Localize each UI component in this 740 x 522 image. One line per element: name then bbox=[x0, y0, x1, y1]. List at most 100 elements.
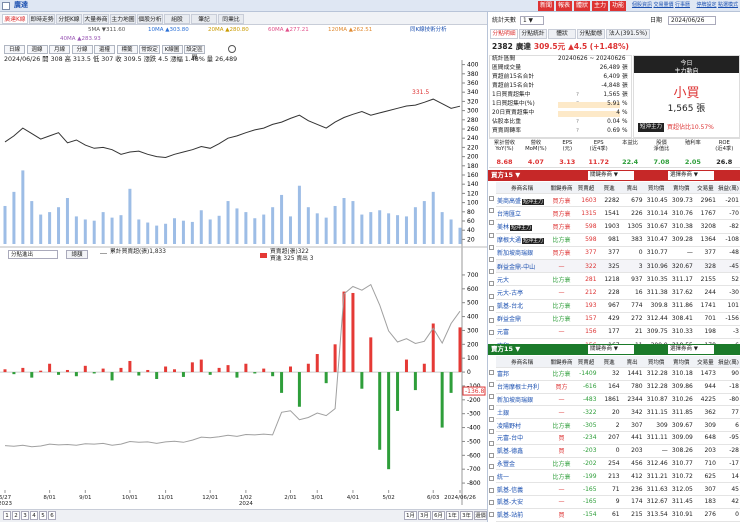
left-tab[interactable]: 筆記 bbox=[191, 14, 217, 24]
left-tab[interactable]: 分鉅K線 bbox=[56, 14, 82, 24]
broker-name-text[interactable]: 凌陽野村 bbox=[497, 422, 522, 430]
page-button[interactable]: 5 bbox=[39, 511, 47, 520]
panel-tab[interactable]: 法人(391.5%) bbox=[606, 29, 650, 39]
column-header[interactable]: 關鍵券商 bbox=[548, 356, 575, 368]
top-tab[interactable]: 功能 bbox=[610, 1, 626, 11]
top-link[interactable]: 行事曆 bbox=[675, 2, 691, 8]
row-checkbox[interactable] bbox=[489, 417, 494, 423]
panel-tab[interactable]: 分點統計 bbox=[519, 29, 547, 39]
key-select[interactable]: 關鍵券商 ▼ bbox=[588, 345, 634, 354]
mode-button[interactable]: 總額 bbox=[66, 250, 88, 259]
broker-row[interactable]: 美林 短沖主力 買方衰 598 1903 1305 310.67 310.38 3208 -82 bbox=[496, 219, 740, 234]
broker-row[interactable]: 台灣匯立 買方衰 1315 1541 226 310.14 310.76 1767 -70 bbox=[496, 206, 740, 221]
column-header[interactable]: 券商名稱 bbox=[496, 356, 549, 368]
broker-name-text[interactable]: 台灣匯立 bbox=[497, 210, 522, 218]
broker-row[interactable]: 元富 —156 177 21 309.75 310.33 198 -3 bbox=[496, 325, 740, 340]
note-link[interactable]: 同K線技術分析 bbox=[410, 27, 447, 33]
broker-name-text[interactable]: 土銀 bbox=[497, 409, 510, 417]
top-link[interactable]: 點選模式 bbox=[718, 2, 739, 8]
toolbar-button[interactable]: 設定區間 bbox=[184, 45, 205, 61]
broker-name-text[interactable]: 凱基-站前 bbox=[497, 512, 524, 520]
column-header[interactable]: 券商名稱 bbox=[496, 182, 549, 194]
column-header[interactable]: 買賣超 bbox=[574, 182, 598, 194]
column-header[interactable]: 損益(萬) bbox=[716, 356, 740, 368]
top-link[interactable]: 停牌設定 bbox=[696, 2, 717, 8]
broker-name-text[interactable]: 群益金鼎-中山 bbox=[497, 263, 536, 271]
broker-name-text[interactable]: 元富 bbox=[497, 329, 510, 337]
page-button[interactable]: 4 bbox=[30, 511, 38, 520]
page-button[interactable]: 1 bbox=[3, 511, 11, 520]
left-tab[interactable]: 組股 bbox=[164, 14, 190, 24]
row-checkbox[interactable] bbox=[489, 440, 494, 446]
broker-row[interactable]: 凱基-站前 買 -154 61 215 313.54 310.91 276 0 bbox=[496, 508, 740, 522]
left-tab[interactable]: 廣達K線 bbox=[2, 14, 28, 24]
flow-selector[interactable]: 分點進出 bbox=[8, 250, 58, 259]
key-select[interactable]: 關鍵券商 ▼ bbox=[588, 171, 634, 180]
row-checkbox[interactable] bbox=[489, 305, 494, 311]
row-checkbox[interactable] bbox=[489, 281, 494, 287]
column-header[interactable]: 賣均價 bbox=[668, 182, 694, 194]
row-checkbox[interactable] bbox=[489, 196, 494, 201]
broker-row[interactable]: 摩根大通 短沖主力 比方衰 598 981 383 310.47 309.28 1364 -108 bbox=[496, 233, 740, 247]
range-button[interactable]: 3月 bbox=[418, 511, 431, 520]
row-checkbox[interactable] bbox=[489, 393, 494, 399]
broker-name-text[interactable]: 新加坡商瑞銀 bbox=[497, 250, 534, 258]
column-header[interactable]: 買進 bbox=[597, 356, 621, 368]
column-header[interactable]: 買賣超 bbox=[574, 356, 598, 368]
page-button[interactable]: 6 bbox=[48, 511, 56, 520]
left-tab[interactable]: 個股分析 bbox=[137, 14, 163, 24]
broker-row[interactable]: 台灣摩根士丹利 買方 -616 164 780 312.28 309.86 944 -18 bbox=[496, 380, 740, 394]
left-tab[interactable]: 同業比 bbox=[218, 14, 244, 24]
column-header[interactable]: 賣均價 bbox=[668, 356, 694, 368]
row-checkbox[interactable] bbox=[489, 244, 494, 250]
toolbar-button[interactable]: K線圖 bbox=[161, 45, 183, 54]
broker-name-text[interactable]: 群益金鼎 bbox=[497, 316, 522, 324]
row-checkbox[interactable] bbox=[489, 318, 494, 323]
row-checkbox[interactable] bbox=[489, 464, 494, 470]
column-header[interactable]: 買進 bbox=[597, 182, 621, 194]
toolbar-button[interactable]: 日線 bbox=[4, 45, 25, 54]
broker-select[interactable]: 選擇券商 ▼ bbox=[668, 171, 714, 180]
row-checkbox[interactable] bbox=[489, 232, 494, 238]
broker-row[interactable]: 統一 比方衰 -199 213 412 311.21 310.72 625 14 bbox=[496, 469, 740, 484]
column-header[interactable]: 交易量 bbox=[693, 182, 717, 194]
broker-name-text[interactable]: 摩根大通 bbox=[497, 237, 522, 245]
range-button[interactable]: 1月 bbox=[404, 511, 417, 520]
broker-row[interactable]: 新加坡商瑞銀 買方衰 377 377 0 310.77—377 -48 bbox=[496, 246, 740, 260]
panel-tab[interactable]: 分點明細 bbox=[490, 29, 518, 39]
column-header[interactable]: 關鍵券商 bbox=[548, 182, 575, 194]
row-checkbox[interactable] bbox=[489, 488, 494, 493]
broker-name-text[interactable]: 台灣摩根士丹利 bbox=[497, 384, 540, 392]
section-title[interactable]: 買方15 ▼ bbox=[491, 171, 521, 179]
date-input[interactable]: 2024/06/26 bbox=[668, 16, 716, 25]
range-button[interactable]: 還價 bbox=[474, 511, 487, 520]
column-header[interactable]: 買均價 bbox=[643, 182, 669, 194]
column-header[interactable]: 賣出 bbox=[620, 356, 644, 368]
left-tab[interactable]: 即時走勢 bbox=[29, 14, 55, 24]
column-header[interactable]: 買均價 bbox=[643, 356, 669, 368]
broker-row[interactable]: 群益金鼎-中山 —322 325 3 310.96 320.67 328 -45 bbox=[496, 259, 740, 274]
row-checkbox[interactable] bbox=[489, 511, 494, 517]
broker-row[interactable]: 凌陽野村 比方衰 -305 2 307 309 309.67 309 6 bbox=[496, 418, 740, 432]
broker-name-text[interactable]: 元大 bbox=[497, 276, 510, 284]
page-button[interactable]: 3 bbox=[21, 511, 29, 520]
top-tab[interactable]: 新聞 bbox=[538, 1, 554, 11]
row-checkbox[interactable] bbox=[489, 429, 494, 434]
broker-name-text[interactable]: 凱基-大安 bbox=[497, 499, 524, 507]
row-checkbox[interactable] bbox=[489, 499, 494, 505]
toolbar-button[interactable]: 還權 bbox=[94, 45, 115, 54]
broker-select[interactable]: 選擇券商 ▼ bbox=[668, 345, 714, 354]
broker-name-text[interactable]: 美商高盛 bbox=[497, 197, 522, 205]
row-checkbox[interactable] bbox=[489, 220, 494, 226]
broker-row[interactable]: 元富-台中 買 -234 207 441 311.11 309.09 648 -95 bbox=[496, 431, 740, 445]
broker-name-text[interactable]: 元富-台中 bbox=[497, 435, 524, 443]
toolbar-button[interactable]: 標籤 bbox=[116, 45, 138, 54]
broker-name-text[interactable]: 凱基-台北 bbox=[497, 303, 524, 311]
column-header[interactable]: 賣出 bbox=[620, 182, 644, 194]
row-checkbox[interactable] bbox=[489, 476, 494, 482]
broker-name-text[interactable]: 新加坡商瑞銀 bbox=[497, 396, 534, 404]
row-checkbox[interactable] bbox=[489, 370, 494, 375]
broker-name-text[interactable]: 統一 bbox=[497, 473, 510, 481]
broker-name-text[interactable]: 凱基-德鑫 bbox=[497, 448, 524, 456]
row-checkbox[interactable] bbox=[489, 405, 494, 411]
